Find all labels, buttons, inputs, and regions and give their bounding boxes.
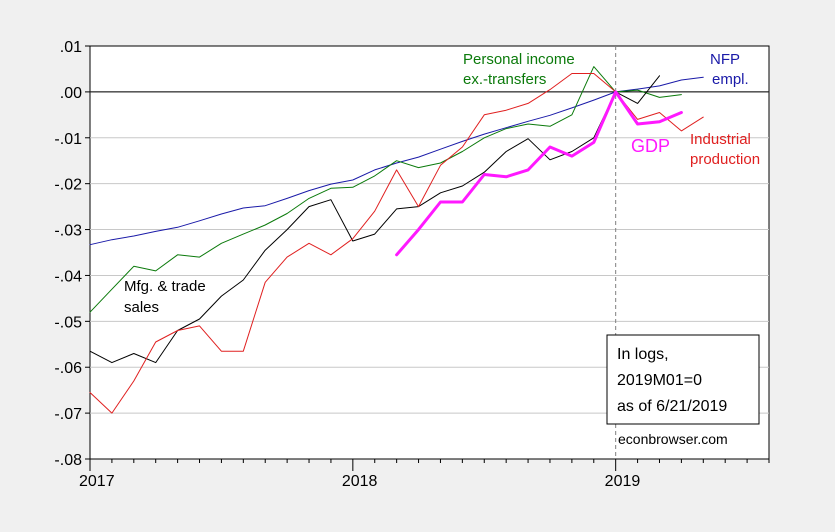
y-axis: .01 .00 -.01 -.02 -.03 -.04 -.05 -.06 -.07 -.08 xyxy=(54,39,90,469)
industrial-production-label-line2: production xyxy=(690,151,760,168)
annotation-line-3: as of 6/21/2019 xyxy=(617,398,727,415)
annotation-box: In logs, 2019M01=0 as of 6/21/2019 xyxy=(606,334,760,425)
y-tick-label: -.05 xyxy=(54,314,82,331)
mfg-sales-label-line2: sales xyxy=(124,299,159,316)
nfp-employment-line xyxy=(89,76,704,246)
nfp-label-line2: empl. xyxy=(712,71,749,88)
y-tick-label: -.01 xyxy=(54,131,82,148)
x-axis: 2017 2018 2019 xyxy=(79,459,770,490)
y-tick-label: -.02 xyxy=(54,177,82,194)
y-tick-label: -.08 xyxy=(54,452,82,469)
annotation-line-2: 2019M01=0 xyxy=(617,372,702,389)
annotation-line-1: In logs, xyxy=(617,346,669,363)
y-tick-label: -.04 xyxy=(54,268,82,285)
gdp-label: GDP xyxy=(631,136,670,156)
personal-income-line xyxy=(89,66,682,313)
x-tick-label: 2019 xyxy=(605,473,641,490)
gdp-line xyxy=(395,90,683,257)
x-tick-label: 2018 xyxy=(342,473,378,490)
nfp-label-line1: NFP xyxy=(710,51,740,68)
series-labels: Personal income ex.-transfers NFP empl. … xyxy=(124,51,760,316)
personal-income-label-line1: Personal income xyxy=(463,51,575,68)
y-tick-label: -.06 xyxy=(54,360,82,377)
y-tick-label: -.03 xyxy=(54,223,82,240)
personal-income-label-line2: ex.-transfers xyxy=(463,71,546,88)
mfg-sales-label-line1: Mfg. & trade xyxy=(124,278,206,295)
source-note: econbrowser.com xyxy=(618,431,728,447)
y-tick-label: .01 xyxy=(60,39,82,56)
industrial-production-label-line1: Industrial xyxy=(690,131,751,148)
annotation-frame xyxy=(606,334,760,425)
y-tick-label: -.07 xyxy=(54,406,82,423)
series-lines xyxy=(89,66,704,414)
industrial-production-line xyxy=(89,73,704,414)
y-tick-label: .00 xyxy=(60,85,82,102)
x-tick-label: 2017 xyxy=(79,473,115,490)
